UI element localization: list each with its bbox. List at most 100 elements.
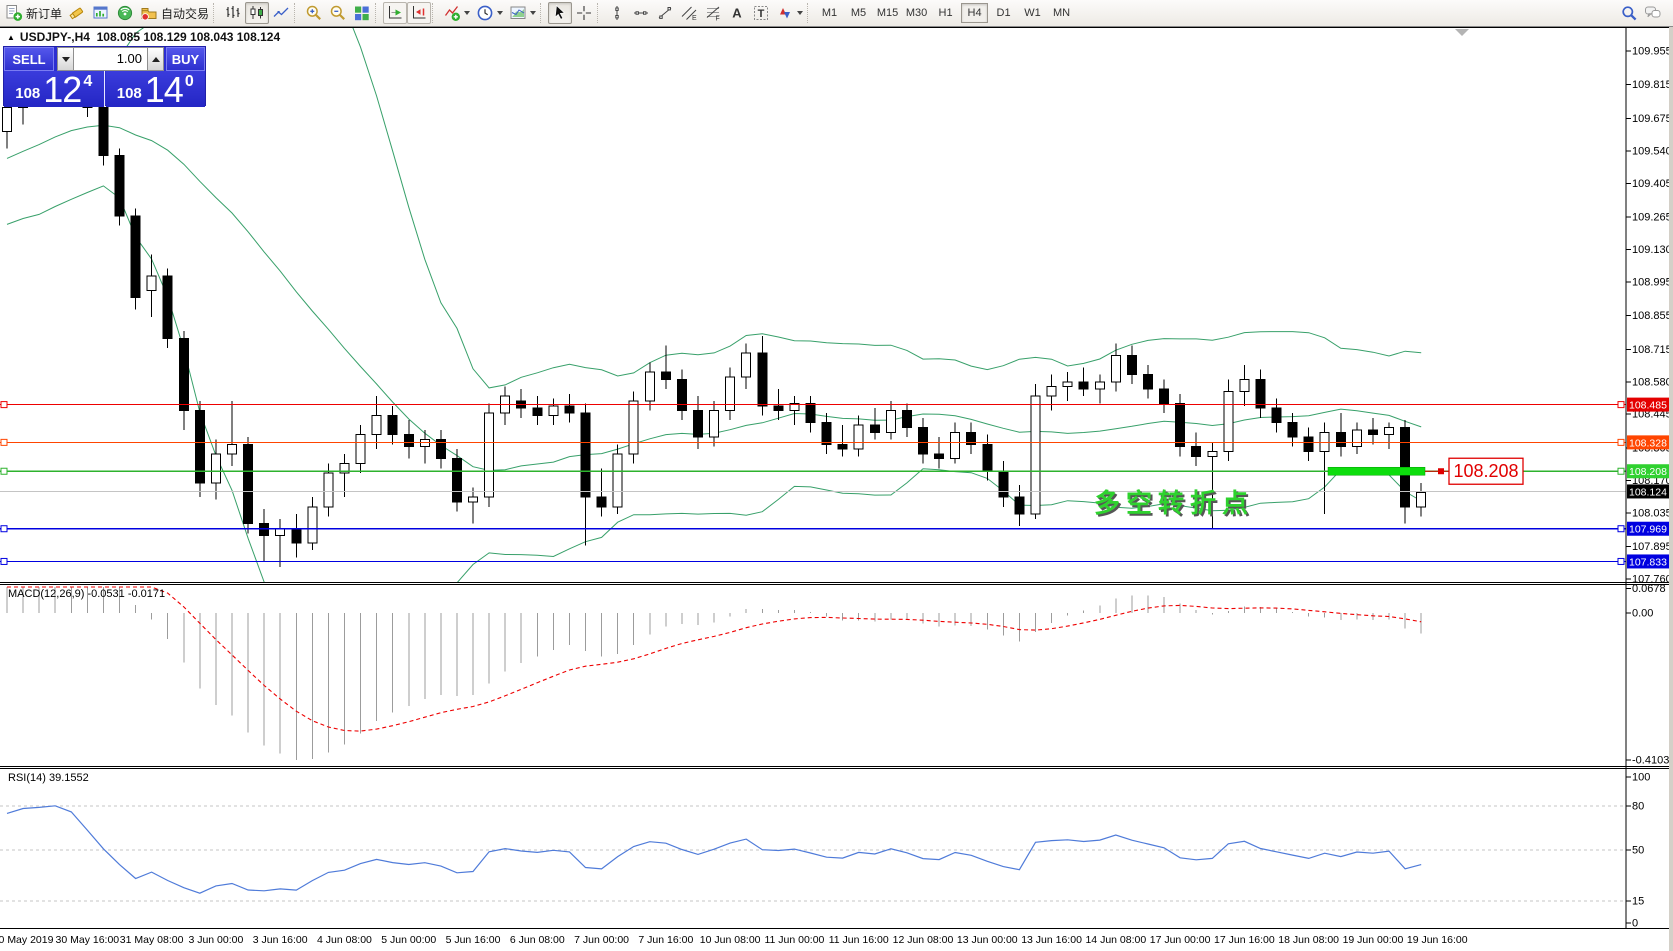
community-chat-button[interactable]: [1641, 2, 1665, 24]
tile-windows-icon: [355, 6, 369, 21]
candle: [307, 506, 318, 544]
trendline-button[interactable]: [653, 2, 677, 24]
timeframe-m5-button[interactable]: M5: [850, 7, 867, 19]
candle: [339, 463, 350, 474]
candle: [837, 443, 848, 450]
line-handle[interactable]: [1617, 525, 1625, 533]
crosshair-button[interactable]: [572, 2, 596, 24]
fibo-icon: F: [706, 6, 720, 22]
equidistant-channel-button[interactable]: E: [677, 2, 701, 24]
chevron-down-icon[interactable]: [497, 11, 504, 15]
arrows-button[interactable]: [773, 2, 806, 24]
macd-signal-line: [7, 586, 1422, 732]
timeframe-m30-button[interactable]: M30: [905, 7, 928, 19]
price-callout-box[interactable]: [1448, 457, 1524, 485]
text-label-icon: T: [754, 6, 769, 20]
candle: [757, 352, 768, 407]
candle: [934, 453, 945, 460]
line-handle[interactable]: [0, 438, 8, 446]
chart-shift-button[interactable]: [407, 2, 432, 24]
horizontal-line-button[interactable]: [629, 2, 653, 24]
candle: [1416, 491, 1427, 508]
signal-icon: [117, 5, 133, 21]
line-handle[interactable]: [0, 467, 8, 475]
candle: [2, 107, 12, 133]
thick-trendline-segment[interactable]: [1327, 466, 1426, 476]
line-handle[interactable]: [0, 401, 8, 409]
signals-button[interactable]: [113, 2, 137, 24]
crosshair-eraser-button[interactable]: [65, 2, 89, 24]
timeframe-mn-button[interactable]: MN: [1052, 7, 1071, 19]
chevron-down-icon[interactable]: [797, 11, 804, 15]
new-order-button[interactable]: 新订单: [2, 2, 65, 24]
bid-price[interactable]: 108 12 4: [4, 71, 105, 108]
rsi-axis-tick: 50: [1632, 845, 1644, 857]
cursor-icon: [554, 4, 566, 20]
templates-button[interactable]: [506, 2, 539, 24]
timeframe-d1-button[interactable]: D1: [996, 7, 1011, 19]
candle: [564, 405, 575, 414]
sell-button[interactable]: SELL: [4, 47, 54, 71]
buy-button[interactable]: BUY: [166, 47, 205, 71]
toolbar-search-button[interactable]: [1617, 2, 1641, 24]
bars-type-icon: [226, 6, 240, 18]
zoom-out-button[interactable]: [326, 2, 350, 24]
chart-window-button[interactable]: [89, 2, 113, 24]
timeframe-h1-button[interactable]: H1: [938, 7, 953, 19]
price-axis-badge: [1627, 435, 1670, 450]
timeframe-m1-button[interactable]: M1: [821, 7, 838, 19]
price-axis-badge-text: 107.969: [1629, 524, 1667, 536]
chart-shift-marker-icon[interactable]: [1455, 29, 1469, 36]
timeframe-w1-button[interactable]: W1: [1024, 7, 1041, 19]
periods-button[interactable]: [473, 2, 506, 24]
candle: [275, 527, 286, 537]
line-chart-type-button[interactable]: [269, 2, 293, 24]
line-handle[interactable]: [1617, 438, 1625, 446]
line-handle[interactable]: [1617, 557, 1625, 565]
label-anchor-handle[interactable]: [1438, 468, 1444, 475]
time-axis-label: 3 Jun 00:00: [188, 934, 243, 946]
candlestick-type-button[interactable]: [245, 2, 270, 24]
indicators-button[interactable]: [440, 2, 473, 24]
price-axis-tick: 109.675: [1632, 113, 1672, 125]
bar-chart-type-button[interactable]: [221, 2, 245, 24]
rsi-axis-tick: 100: [1632, 772, 1650, 784]
candle: [243, 443, 254, 525]
time-axis-label: 30 May 2019: [0, 934, 54, 946]
price-axis-badge-text: 108.485: [1629, 400, 1667, 412]
candle: [950, 431, 961, 460]
time-axis-label: 19 Jun 16:00: [1407, 934, 1468, 946]
price-axis-tick: 109.815: [1632, 79, 1672, 91]
cursor-button[interactable]: [548, 2, 573, 24]
time-axis-label: 5 Jun 00:00: [381, 934, 436, 946]
chevron-down-icon[interactable]: [464, 11, 471, 15]
line-handle[interactable]: [1617, 401, 1625, 409]
volume-increase-button[interactable]: [147, 47, 164, 71]
volume-input[interactable]: 1.00: [74, 47, 147, 71]
macd-axis-tick: 0.00: [1632, 608, 1653, 620]
timeframe-m15-button[interactable]: M15: [876, 7, 899, 19]
vertical-line-button[interactable]: [605, 2, 629, 24]
svg-text:E: E: [692, 15, 697, 22]
price-axis-tick: 109.540: [1632, 145, 1672, 157]
candle: [130, 215, 141, 299]
chevron-down-icon[interactable]: [530, 11, 537, 15]
ask-price[interactable]: 108 14 0: [105, 71, 205, 108]
fibonacci-button[interactable]: F: [701, 2, 725, 24]
collapse-panel-icon[interactable]: ▲: [7, 32, 15, 42]
autotrading-button[interactable]: 自动交易: [137, 2, 212, 24]
text-label-button[interactable]: T: [749, 2, 773, 24]
timeframe-h4-button[interactable]: H4: [961, 3, 989, 23]
line-handle[interactable]: [0, 525, 8, 533]
zoom-in-button[interactable]: [302, 2, 326, 24]
chart-text-annotation[interactable]: 多空转折点: [1094, 488, 1255, 518]
text-button[interactable]: A: [725, 2, 749, 24]
line-handle[interactable]: [0, 557, 8, 565]
trendline-icon: [658, 7, 672, 19]
rsi-axis-tick: 0: [1632, 918, 1638, 930]
volume-decrease-button[interactable]: [57, 47, 74, 71]
tile-windows-button[interactable]: [350, 2, 374, 24]
line-handle[interactable]: [1617, 467, 1625, 475]
auto-scroll-button[interactable]: [383, 2, 408, 24]
